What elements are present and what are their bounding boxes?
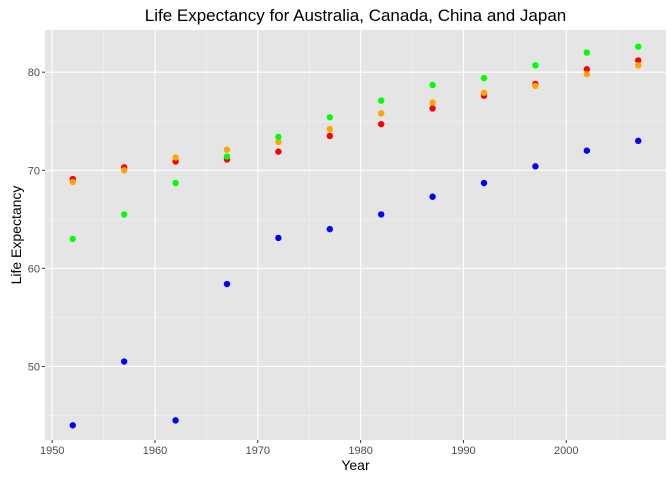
data-point: [120, 211, 128, 218]
data-point: [583, 147, 591, 154]
data-point: [480, 179, 488, 187]
data-point: [275, 133, 282, 141]
data-point: [172, 179, 179, 187]
data-point: [532, 163, 539, 170]
y-tick-label: 70: [28, 165, 40, 177]
data-point: [120, 358, 128, 365]
x-tick-label: 2000: [554, 445, 578, 457]
x-tick-label: 1970: [246, 445, 270, 457]
data-point: [223, 146, 231, 153]
data-point: [223, 153, 231, 160]
data-point: [583, 70, 591, 78]
data-point: [583, 49, 591, 56]
data-point: [429, 81, 436, 89]
data-point: [172, 154, 179, 161]
data-point: [69, 235, 76, 243]
data-point: [378, 211, 385, 218]
data-point: [172, 417, 179, 424]
chart-title: Life Expectancy for Australia, Canada, C…: [145, 6, 567, 25]
data-point: [378, 120, 385, 128]
data-point: [429, 193, 436, 200]
y-tick-label: 60: [28, 263, 40, 275]
data-point: [275, 234, 282, 242]
data-point: [275, 148, 282, 155]
data-point: [635, 62, 642, 69]
data-point: [326, 225, 333, 233]
y-axis: 50 60 70 80: [28, 67, 45, 373]
data-point: [480, 74, 488, 82]
data-point: [583, 66, 591, 73]
x-tick-label: 1950: [40, 445, 64, 457]
data-point: [429, 99, 436, 106]
data-point: [635, 57, 642, 64]
y-tick-label: 50: [28, 361, 40, 373]
x-tick-label: 1980: [348, 445, 372, 457]
data-point: [532, 62, 539, 69]
data-point: [69, 178, 76, 186]
data-points: [69, 43, 642, 429]
data-point: [69, 422, 76, 429]
data-point: [275, 138, 282, 146]
data-point: [635, 137, 642, 145]
data-point: [532, 82, 539, 90]
data-point: [326, 114, 333, 121]
data-point: [429, 105, 436, 112]
data-point: [120, 167, 128, 174]
data-point: [223, 280, 231, 288]
data-point: [378, 110, 385, 117]
x-axis-label: Year: [341, 457, 370, 473]
data-point: [326, 125, 333, 133]
data-point: [378, 97, 385, 104]
x-tick-label: 1960: [143, 445, 167, 457]
data-point: [480, 89, 488, 96]
data-point: [635, 43, 642, 50]
y-tick-label: 80: [28, 67, 40, 79]
data-point: [326, 132, 333, 140]
x-axis: 1950 1960 1970 1980 1990 2000: [40, 440, 579, 457]
y-axis-label: Life Expectancy: [8, 186, 24, 285]
plot-panel: [45, 30, 666, 440]
x-tick-label: 1990: [451, 445, 475, 457]
grid: [45, 30, 666, 440]
